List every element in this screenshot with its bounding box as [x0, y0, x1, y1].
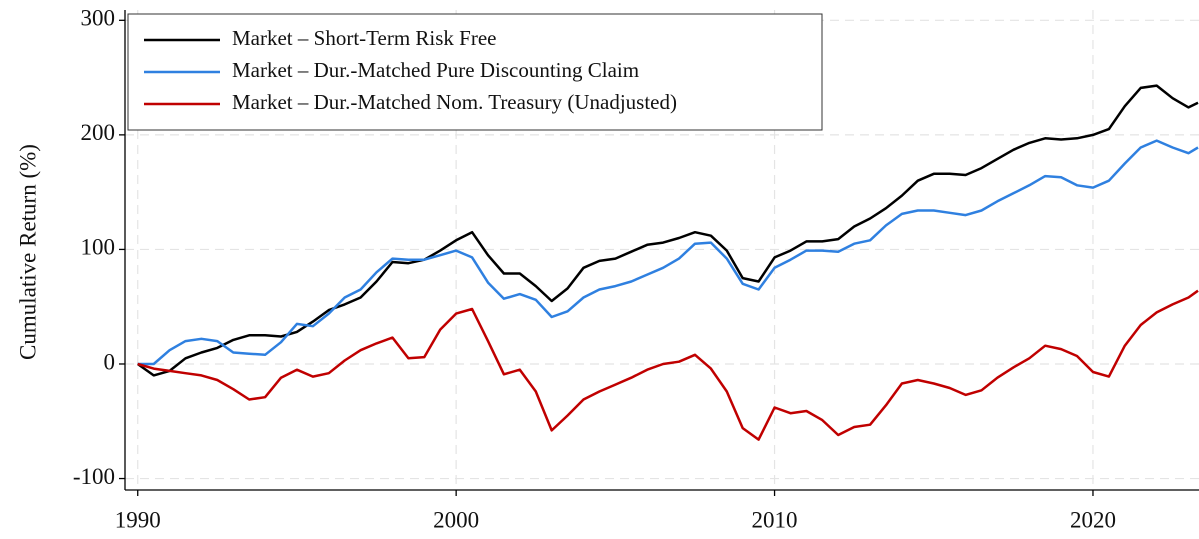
x-tick-label: 2000 [433, 507, 479, 532]
y-tick-label: -100 [73, 464, 115, 489]
series-line [137, 289, 1199, 441]
y-tick-label: 100 [81, 235, 116, 260]
x-tick-label: 1990 [115, 507, 161, 532]
legend-box [127, 13, 823, 131]
legend: Market – Short-Term Risk Free Market – Du… [127, 13, 823, 131]
y-tick-label: 300 [81, 6, 116, 31]
x-tick-label: 2020 [1070, 507, 1116, 532]
y-tick-label: 200 [81, 120, 116, 145]
y-axis-label: Cumulative Return (%) [15, 144, 40, 360]
legend-label: Market – Dur.-Matched Pure Discounting C… [232, 58, 639, 82]
legend-label: Market – Short-Term Risk Free [232, 26, 496, 50]
y-tick-label: 0 [104, 349, 116, 374]
series-line [137, 139, 1199, 366]
series-line [136, 84, 1199, 377]
x-tick-label: 2010 [752, 507, 798, 532]
legend-label: Market – Dur.-Matched Nom. Treasury (Una… [232, 90, 677, 114]
